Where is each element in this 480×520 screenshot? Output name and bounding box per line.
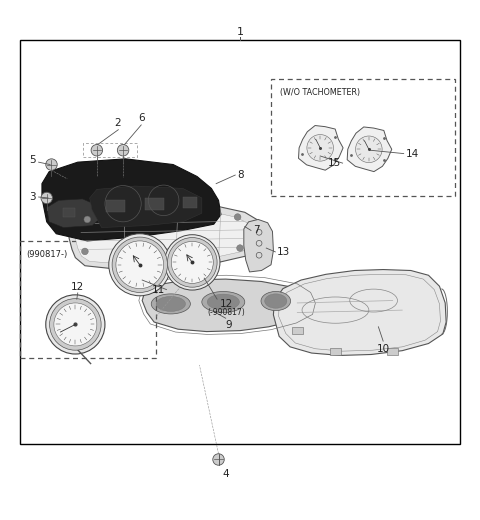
Polygon shape [74, 209, 252, 264]
Polygon shape [47, 199, 102, 228]
Circle shape [117, 145, 129, 156]
Ellipse shape [207, 294, 240, 310]
Circle shape [127, 256, 133, 263]
Text: 9: 9 [226, 320, 232, 330]
Bar [271, 79, 455, 196]
Polygon shape [299, 125, 343, 170]
Bar [330, 348, 341, 356]
Bar [387, 348, 398, 356]
Text: (990817-): (990817-) [26, 250, 68, 258]
Circle shape [91, 145, 103, 156]
Text: 1: 1 [237, 27, 243, 37]
Circle shape [54, 303, 97, 346]
Circle shape [116, 241, 164, 289]
Text: 8: 8 [238, 170, 244, 180]
Text: 12: 12 [220, 299, 233, 309]
Polygon shape [244, 219, 274, 272]
Circle shape [213, 454, 224, 465]
Bar [63, 207, 75, 217]
Bar [144, 198, 164, 210]
Text: 15: 15 [328, 158, 341, 168]
Circle shape [234, 214, 241, 220]
Text: 6: 6 [138, 113, 144, 123]
Text: 5: 5 [30, 155, 36, 165]
Polygon shape [90, 186, 202, 228]
Bar [183, 197, 197, 207]
Ellipse shape [264, 294, 287, 308]
Ellipse shape [202, 292, 245, 313]
Text: 11: 11 [151, 284, 165, 295]
Polygon shape [68, 204, 262, 269]
Polygon shape [347, 127, 392, 172]
Circle shape [46, 295, 105, 354]
Circle shape [82, 248, 88, 255]
Polygon shape [142, 279, 309, 332]
Circle shape [180, 256, 186, 263]
Ellipse shape [151, 294, 191, 314]
Ellipse shape [261, 292, 290, 310]
Text: 7: 7 [253, 225, 260, 236]
Circle shape [168, 238, 217, 287]
Circle shape [307, 135, 334, 161]
Circle shape [109, 234, 171, 296]
Polygon shape [274, 269, 446, 356]
Text: (-990817): (-990817) [207, 308, 245, 317]
Text: 13: 13 [277, 247, 290, 257]
Circle shape [165, 235, 220, 290]
Text: 3: 3 [30, 191, 36, 202]
Text: 2: 2 [114, 118, 120, 128]
Text: 12: 12 [71, 282, 84, 292]
Polygon shape [42, 159, 221, 241]
Circle shape [237, 245, 243, 251]
Text: 10: 10 [377, 344, 390, 354]
Bar [291, 327, 303, 334]
Circle shape [84, 216, 91, 223]
Bar [83, 143, 137, 158]
Text: (W/O TACHOMETER): (W/O TACHOMETER) [280, 88, 360, 97]
Bar [21, 241, 156, 358]
Text: 4: 4 [222, 469, 229, 478]
Circle shape [41, 192, 52, 204]
Text: 14: 14 [406, 149, 420, 159]
Bar [107, 200, 125, 212]
Circle shape [112, 237, 168, 292]
Circle shape [46, 159, 57, 170]
Ellipse shape [156, 296, 185, 311]
Circle shape [49, 298, 101, 350]
Bar [21, 41, 459, 444]
Circle shape [171, 241, 213, 283]
Circle shape [356, 136, 382, 163]
